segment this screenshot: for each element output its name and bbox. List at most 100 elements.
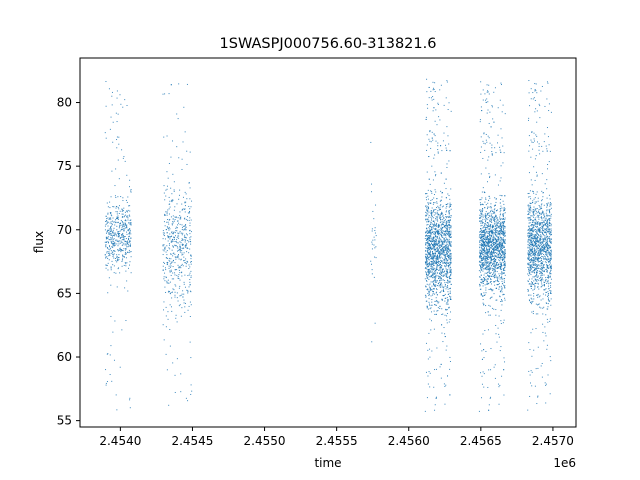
data-point: [184, 311, 186, 313]
data-point: [449, 368, 451, 370]
data-point: [176, 250, 178, 252]
data-point: [482, 248, 484, 250]
data-point: [435, 256, 437, 258]
data-point: [185, 258, 187, 260]
data-point: [169, 200, 171, 202]
data-point: [124, 211, 126, 213]
data-point: [498, 283, 500, 285]
data-point: [480, 151, 482, 153]
data-point: [439, 263, 441, 265]
data-point: [485, 262, 487, 264]
data-point: [449, 297, 451, 299]
data-point: [549, 271, 551, 273]
data-point: [502, 216, 504, 218]
data-point: [121, 234, 123, 236]
data-point: [532, 216, 534, 218]
data-point: [429, 386, 431, 388]
data-point: [443, 254, 445, 256]
data-point: [491, 236, 493, 238]
data-point: [539, 224, 541, 226]
data-point: [174, 219, 176, 221]
data-point: [443, 271, 445, 273]
data-point: [487, 238, 489, 240]
data-point: [481, 248, 483, 250]
data-point: [424, 294, 426, 296]
data-point: [534, 255, 536, 257]
data-point: [119, 226, 121, 228]
data-point: [190, 384, 192, 386]
data-point: [112, 331, 114, 333]
data-point: [532, 200, 534, 202]
data-point: [501, 111, 503, 113]
data-point: [124, 99, 126, 101]
data-point: [450, 253, 452, 255]
data-point: [129, 231, 131, 233]
data-point: [494, 224, 496, 226]
data-point: [441, 245, 443, 247]
data-point: [439, 200, 441, 202]
data-point: [444, 234, 446, 236]
data-point: [438, 256, 440, 258]
data-point: [528, 262, 530, 264]
data-point: [535, 246, 537, 248]
data-point: [122, 209, 124, 211]
data-point: [429, 304, 431, 306]
data-point: [179, 248, 181, 250]
data-point: [116, 229, 118, 231]
data-point: [171, 249, 173, 251]
data-point: [121, 209, 123, 211]
data-point: [437, 232, 439, 234]
data-point: [498, 230, 500, 232]
data-point: [482, 214, 484, 216]
data-point: [485, 197, 487, 199]
data-point: [501, 245, 503, 247]
data-point: [534, 197, 536, 199]
data-point: [491, 233, 493, 235]
data-point: [491, 251, 493, 253]
data-point: [187, 292, 189, 294]
data-point: [164, 199, 166, 201]
data-point: [114, 243, 116, 245]
data-point: [500, 346, 502, 348]
data-point: [180, 294, 182, 296]
data-point: [434, 120, 436, 122]
data-point: [550, 291, 552, 293]
data-point: [503, 249, 505, 251]
data-point: [497, 233, 499, 235]
data-point: [431, 258, 433, 260]
data-point: [547, 241, 549, 243]
data-point: [437, 102, 439, 104]
data-point: [127, 219, 129, 221]
data-point: [168, 282, 170, 284]
data-point: [430, 229, 431, 231]
data-point: [445, 384, 447, 386]
data-point: [177, 233, 179, 235]
data-point: [486, 214, 488, 216]
data-point: [172, 253, 174, 255]
data-point: [178, 266, 180, 268]
data-point: [190, 231, 192, 233]
data-point: [178, 287, 180, 289]
data-point: [534, 251, 536, 253]
data-point: [534, 385, 536, 387]
data-point: [437, 257, 439, 259]
data-point: [431, 223, 433, 225]
data-point: [181, 224, 183, 226]
data-point: [542, 307, 544, 309]
data-point: [445, 249, 447, 251]
data-point: [483, 247, 485, 249]
data-point: [500, 267, 502, 268]
data-point: [496, 225, 498, 227]
data-point: [482, 99, 484, 101]
data-point: [493, 248, 495, 250]
data-point: [126, 215, 128, 217]
data-point: [502, 245, 504, 247]
data-point: [500, 239, 502, 241]
data-point: [540, 250, 542, 252]
data-point: [129, 399, 131, 401]
data-point: [528, 229, 530, 231]
data-point: [489, 231, 491, 233]
data-point: [487, 243, 489, 245]
data-point: [105, 237, 107, 239]
data-point: [427, 246, 429, 248]
